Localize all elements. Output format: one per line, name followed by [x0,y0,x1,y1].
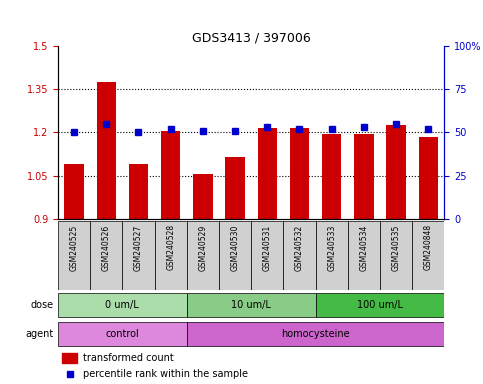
Bar [380,221,412,290]
Text: homocysteine: homocysteine [281,329,350,339]
Bar [62,353,77,363]
Bar [257,128,277,219]
Bar [315,293,444,317]
Text: agent: agent [25,329,53,339]
Bar [284,221,315,290]
Text: GSM240527: GSM240527 [134,224,143,270]
Text: percentile rank within the sample: percentile rank within the sample [83,369,248,379]
Bar [290,128,309,219]
Text: GSM240528: GSM240528 [166,224,175,270]
Text: 10 um/L: 10 um/L [231,300,271,310]
Text: GSM240848: GSM240848 [424,224,433,270]
Bar [419,137,438,219]
Bar [58,293,187,317]
Text: GSM240529: GSM240529 [199,224,207,270]
Text: GSM240530: GSM240530 [230,224,240,271]
Bar [386,125,406,219]
Bar [322,134,341,219]
Text: GSM240535: GSM240535 [392,224,400,271]
Text: 0 um/L: 0 um/L [105,300,139,310]
Bar [64,164,84,219]
Text: dose: dose [30,300,53,310]
Text: GSM240532: GSM240532 [295,224,304,270]
Bar [58,221,90,290]
Text: transformed count: transformed count [83,353,174,363]
Bar [315,221,348,290]
Bar [58,322,187,346]
Bar [129,164,148,219]
Bar [187,293,315,317]
Text: GSM240525: GSM240525 [70,224,79,270]
Title: GDS3413 / 397006: GDS3413 / 397006 [192,32,311,45]
Text: GSM240526: GSM240526 [102,224,111,270]
Text: GSM240531: GSM240531 [263,224,272,270]
Bar [161,131,180,219]
Bar [219,221,251,290]
Bar [354,134,373,219]
Text: control: control [105,329,139,339]
Bar [155,221,187,290]
Bar [187,322,444,346]
Text: 100 um/L: 100 um/L [357,300,403,310]
Bar [97,82,116,219]
Bar [187,221,219,290]
Bar [412,221,444,290]
Bar [226,157,245,219]
Bar [122,221,155,290]
Bar [90,221,122,290]
Bar [193,174,213,219]
Text: GSM240533: GSM240533 [327,224,336,271]
Bar [251,221,284,290]
Bar [348,221,380,290]
Text: GSM240534: GSM240534 [359,224,369,271]
